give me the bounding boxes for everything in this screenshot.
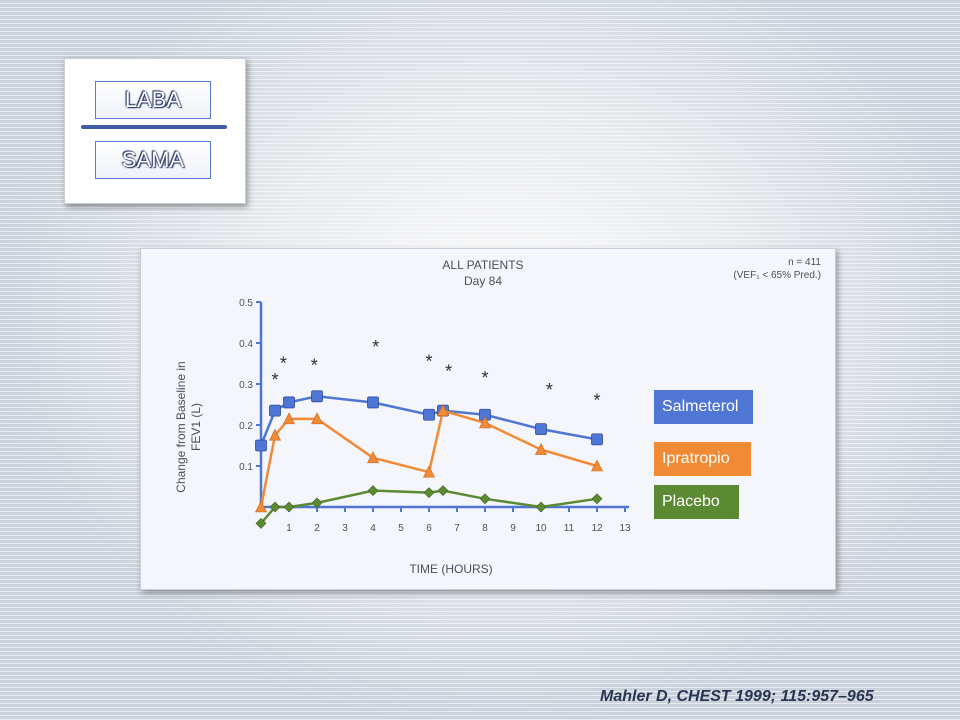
series-line-placebo: [260, 489, 598, 525]
plot-area: 0.10.20.30.40.51 2 3 4 5 6 7 8 9 10 11 12 13** **** **…: [239, 298, 631, 534]
data-point-placebo: [283, 501, 295, 513]
data-point-placebo: [255, 517, 267, 529]
data-point-salmeterol: [423, 408, 435, 421]
significance-marker: *: [481, 368, 488, 388]
sama-label: SAMA: [95, 141, 211, 179]
x-tick-label: 7: [454, 523, 460, 534]
data-point-ipratropio: [367, 451, 379, 464]
data-point-placebo: [591, 493, 603, 505]
data-point-ipratropio: [535, 442, 547, 455]
x-tick-label: 5: [398, 523, 404, 534]
data-point-placebo: [437, 485, 449, 497]
data-point-ipratropio: [269, 428, 281, 441]
data-point-salmeterol: [255, 439, 267, 452]
x-tick-label: 11: [564, 523, 575, 534]
fev1-chart: ALL PATIENTS Day 84 n = 411 (VEF₁ < 65% …: [174, 257, 821, 576]
x-tick-label: 10: [535, 523, 547, 534]
chart-subtitle: Day 84: [464, 274, 502, 288]
data-point-placebo: [269, 501, 281, 513]
legend-placebo: Placebo: [654, 485, 739, 519]
x-tick-label: 2: [314, 523, 320, 534]
data-point-ipratropio: [311, 412, 323, 425]
x-tick-label: 9: [510, 523, 516, 534]
significance-marker: *: [445, 362, 452, 382]
data-point-placebo: [367, 485, 379, 497]
concept-card: LABA SAMA: [64, 58, 246, 204]
significance-marker: *: [271, 370, 278, 390]
significance-marker: *: [280, 354, 287, 374]
series-line-salmeterol: [259, 395, 598, 446]
data-point-placebo: [479, 493, 491, 505]
y-tick-label: 0.5: [239, 298, 253, 309]
x-tick-label: 3: [342, 523, 348, 534]
chart-title: ALL PATIENTS: [442, 258, 523, 272]
significance-marker: *: [425, 351, 432, 371]
significance-marker: *: [546, 380, 553, 400]
data-point-ipratropio: [591, 459, 603, 472]
data-point-ipratropio: [437, 403, 449, 416]
y-tick-label: 0.2: [239, 421, 253, 432]
legend-ipratropio: Ipratropio: [654, 442, 751, 476]
data-point-placebo: [311, 497, 323, 509]
y-axis-label-line2: FEV1 (L): [189, 403, 203, 451]
data-point-salmeterol: [311, 390, 323, 403]
y-tick-label: 0.3: [239, 380, 253, 391]
legend-salmeterol: Salmeterol: [654, 390, 753, 424]
data-point-ipratropio: [255, 500, 267, 513]
x-tick-label: 12: [591, 523, 603, 534]
laba-label: LABA: [95, 81, 211, 119]
concept-divider: [81, 125, 227, 129]
data-point-placebo: [535, 501, 547, 513]
x-tick-label: 8: [482, 523, 488, 534]
data-point-salmeterol: [367, 396, 379, 409]
citation: Mahler D, CHEST 1999; 115:957–965: [600, 688, 874, 705]
x-tick-label: 1: [286, 523, 292, 534]
x-tick-label: 6: [426, 523, 432, 534]
series-line-ipratropio: [259, 409, 598, 508]
data-point-salmeterol: [591, 433, 603, 446]
data-point-salmeterol: [269, 404, 281, 417]
data-point-placebo: [423, 487, 435, 499]
significance-marker: *: [372, 337, 379, 357]
y-axis-label-line1: Change from Baseline in: [174, 361, 188, 492]
data-point-ipratropio: [479, 416, 491, 429]
y-tick-label: 0.4: [239, 339, 253, 350]
significance-marker: *: [311, 356, 318, 376]
x-tick-label: 4: [370, 523, 376, 534]
sample-size-note: n = 411: [788, 257, 821, 268]
data-point-ipratropio: [423, 465, 435, 478]
significance-marker: *: [593, 390, 600, 410]
inclusion-note: (VEF₁ < 65% Pred.): [733, 270, 821, 281]
x-tick-label: 13: [619, 523, 631, 534]
y-tick-label: 0.1: [239, 462, 253, 473]
data-point-salmeterol: [283, 396, 295, 409]
data-point-salmeterol: [535, 423, 547, 436]
data-point-ipratropio: [283, 412, 295, 425]
x-axis-label: TIME (HOURS): [409, 562, 492, 576]
